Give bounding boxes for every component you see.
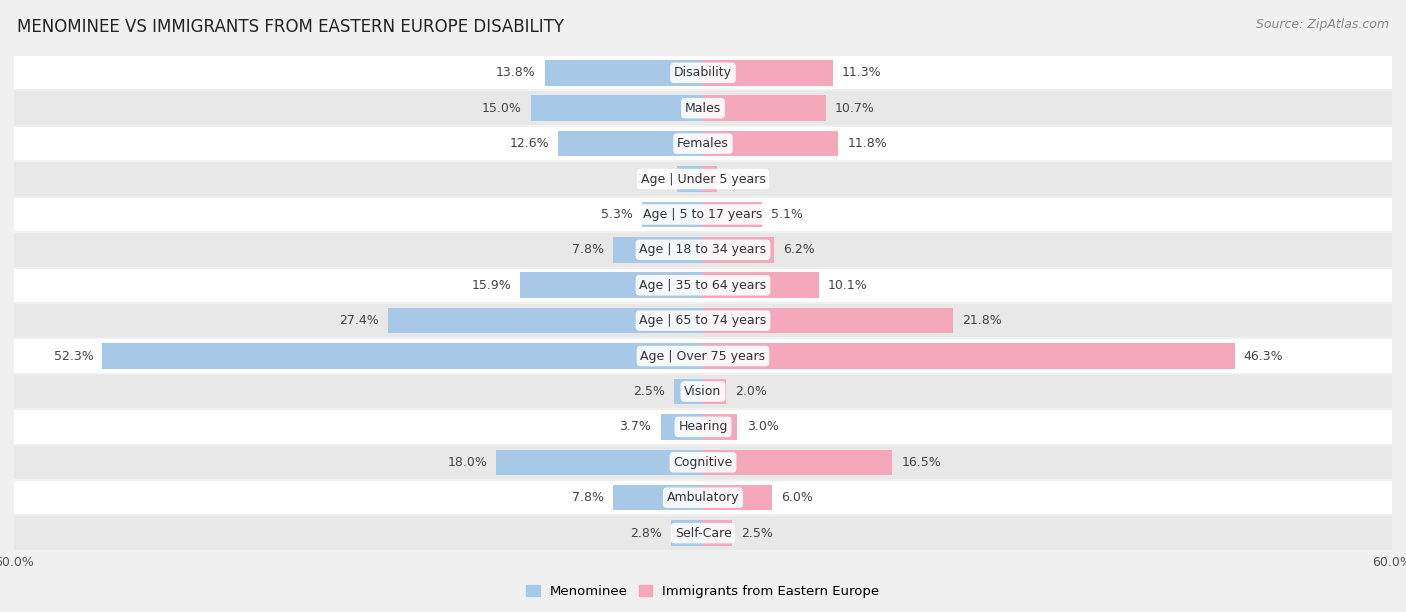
Bar	[14, 444, 1392, 480]
Text: 5.3%: 5.3%	[602, 208, 633, 221]
Text: 46.3%: 46.3%	[1244, 349, 1284, 362]
Bar	[14, 338, 1392, 374]
Text: 16.5%: 16.5%	[901, 456, 942, 469]
Bar	[643, 202, 703, 227]
Text: 21.8%: 21.8%	[963, 314, 1002, 327]
Text: 15.0%: 15.0%	[482, 102, 522, 114]
Text: Age | 65 to 74 years: Age | 65 to 74 years	[640, 314, 766, 327]
Bar	[531, 95, 703, 121]
Bar	[14, 515, 1392, 551]
Text: 11.3%: 11.3%	[842, 66, 882, 80]
Bar	[14, 55, 1392, 91]
Text: 1.2%: 1.2%	[725, 173, 758, 185]
Bar	[14, 232, 1392, 267]
Text: 13.8%: 13.8%	[495, 66, 536, 80]
Text: Source: ZipAtlas.com: Source: ZipAtlas.com	[1256, 18, 1389, 31]
Text: 7.8%: 7.8%	[572, 491, 605, 504]
Legend: Menominee, Immigrants from Eastern Europe: Menominee, Immigrants from Eastern Europ…	[522, 580, 884, 603]
Bar	[703, 131, 838, 156]
Text: 2.0%: 2.0%	[735, 385, 768, 398]
Text: Self-Care: Self-Care	[675, 526, 731, 540]
Bar	[703, 202, 762, 227]
Bar	[703, 379, 725, 404]
Text: 10.1%: 10.1%	[828, 278, 868, 292]
Bar	[676, 166, 703, 192]
Bar	[14, 303, 1392, 338]
Text: Age | 5 to 17 years: Age | 5 to 17 years	[644, 208, 762, 221]
Bar	[544, 60, 703, 86]
Text: 2.5%: 2.5%	[633, 385, 665, 398]
Bar	[14, 126, 1392, 162]
Bar	[703, 272, 818, 298]
Text: 12.6%: 12.6%	[509, 137, 550, 150]
Text: Hearing: Hearing	[678, 420, 728, 433]
Bar	[14, 409, 1392, 444]
Bar	[103, 343, 703, 369]
Bar	[14, 267, 1392, 303]
Text: 11.8%: 11.8%	[848, 137, 887, 150]
Bar	[671, 520, 703, 546]
Text: 2.8%: 2.8%	[630, 526, 662, 540]
Bar	[14, 196, 1392, 232]
Text: Vision: Vision	[685, 385, 721, 398]
Bar	[703, 343, 1234, 369]
Text: 6.0%: 6.0%	[782, 491, 813, 504]
Text: Females: Females	[678, 137, 728, 150]
Text: 2.5%: 2.5%	[741, 526, 773, 540]
Bar	[14, 162, 1392, 196]
Bar	[703, 60, 832, 86]
Text: Age | 18 to 34 years: Age | 18 to 34 years	[640, 244, 766, 256]
Text: 15.9%: 15.9%	[471, 278, 512, 292]
Bar	[558, 131, 703, 156]
Text: 7.8%: 7.8%	[572, 244, 605, 256]
Bar	[703, 485, 772, 510]
Bar	[14, 91, 1392, 126]
Text: 3.0%: 3.0%	[747, 420, 779, 433]
Bar	[703, 414, 738, 439]
Bar	[703, 450, 893, 475]
Text: Cognitive: Cognitive	[673, 456, 733, 469]
Text: 10.7%: 10.7%	[835, 102, 875, 114]
Text: 6.2%: 6.2%	[783, 244, 815, 256]
Bar	[14, 374, 1392, 409]
Bar	[14, 480, 1392, 515]
Text: 3.7%: 3.7%	[620, 420, 651, 433]
Text: Age | 35 to 64 years: Age | 35 to 64 years	[640, 278, 766, 292]
Bar	[388, 308, 703, 334]
Text: MENOMINEE VS IMMIGRANTS FROM EASTERN EUROPE DISABILITY: MENOMINEE VS IMMIGRANTS FROM EASTERN EUR…	[17, 18, 564, 36]
Bar	[613, 485, 703, 510]
Text: 52.3%: 52.3%	[53, 349, 93, 362]
Text: Age | Over 75 years: Age | Over 75 years	[641, 349, 765, 362]
Bar	[496, 450, 703, 475]
Bar	[703, 95, 825, 121]
Bar	[703, 237, 775, 263]
Text: 27.4%: 27.4%	[339, 314, 380, 327]
Bar	[703, 308, 953, 334]
Bar	[613, 237, 703, 263]
Bar	[703, 520, 731, 546]
Text: 18.0%: 18.0%	[447, 456, 486, 469]
Text: Disability: Disability	[673, 66, 733, 80]
Bar	[703, 166, 717, 192]
Bar	[675, 379, 703, 404]
Bar	[520, 272, 703, 298]
Bar	[661, 414, 703, 439]
Text: Age | Under 5 years: Age | Under 5 years	[641, 173, 765, 185]
Text: 2.3%: 2.3%	[636, 173, 668, 185]
Text: 5.1%: 5.1%	[770, 208, 803, 221]
Text: Ambulatory: Ambulatory	[666, 491, 740, 504]
Text: Males: Males	[685, 102, 721, 114]
